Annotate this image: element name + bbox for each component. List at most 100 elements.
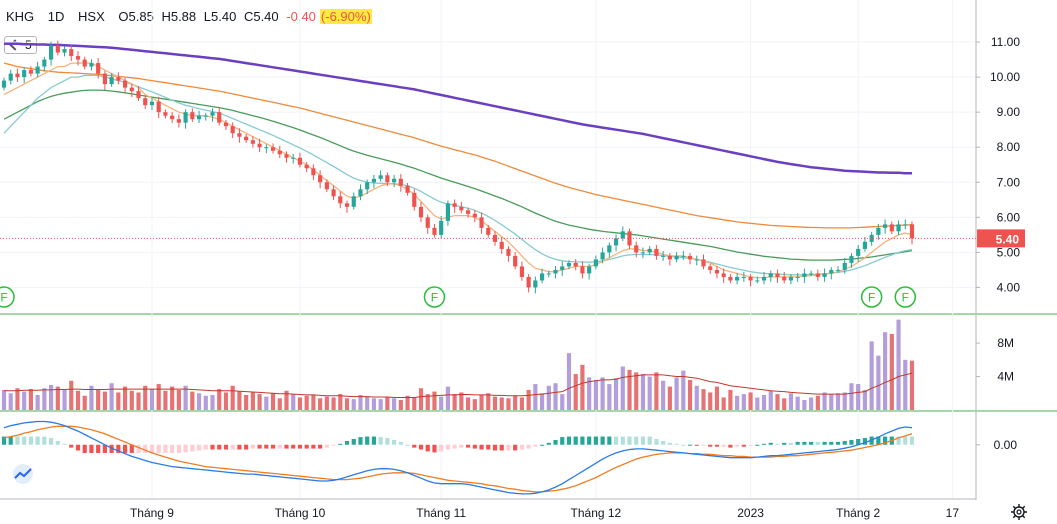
candle-body [418,206,424,218]
candle-body [297,157,303,165]
macd-histogram-bar [553,439,558,445]
volume-bar [486,393,491,410]
macd-histogram-bar [163,444,168,453]
macd-histogram-bar [82,444,87,453]
event-marker[interactable]: F [423,286,446,308]
candle-body [822,273,827,277]
macd-histogram-bar [634,436,639,445]
macd-histogram-bar [203,444,208,450]
macd-histogram-bar [506,444,511,451]
candle-body [519,266,524,277]
tradingview-logo-icon[interactable] [6,463,40,485]
macd-pane [1,420,915,495]
candle-body [687,255,693,260]
candle-body [674,255,679,260]
candle-body [788,276,794,281]
candle-body [1,80,7,88]
volume-bar [479,394,484,410]
event-marker[interactable]: F [0,286,15,308]
ma-long-line [4,42,912,175]
event-circle [894,286,917,308]
candle-body [136,91,141,99]
candle-body [196,115,202,120]
volume-bar [593,379,598,410]
macd-histogram-bar [217,444,222,450]
macd-histogram-bar [230,444,235,450]
volume-bar [102,391,107,410]
candle-body [143,98,148,106]
volume-bar [775,394,780,410]
macd-histogram-bar [640,436,646,445]
candle-body [513,255,518,267]
macd-histogram-bar [647,436,652,445]
candle-body [304,164,309,169]
macd-histogram-bar [815,441,820,445]
candle-body [412,192,417,207]
candle-body [385,175,390,183]
volume-bar [513,395,518,410]
last-price-label: 5.40 [996,232,1020,246]
candle-body [755,280,760,282]
volume-bar [640,374,646,410]
event-label: F [431,291,438,305]
macd-histogram-bar [580,436,585,445]
candle-body [116,77,121,81]
macd-histogram-bar [311,444,316,449]
macd-histogram-bar [822,441,827,445]
candle-body [842,262,847,270]
volume-bar [849,383,854,410]
volume-bar [687,379,693,410]
macd-histogram-bar [735,444,740,447]
time-tick-label: Tháng 12 [571,506,622,520]
candle-body [378,175,383,179]
candle-body [122,80,128,88]
volume-bar [721,397,726,410]
time-tick-label: 2023 [737,506,764,520]
candle-body [667,255,672,260]
macd-histogram-bar [661,440,666,445]
change-percent: (-6.90%) [319,9,372,24]
symbol-name[interactable]: KHG [6,9,35,24]
volume-bar [15,388,20,410]
volume-bar [176,389,181,410]
macd-histogram-bar [48,438,54,445]
volume-bar [580,364,585,410]
volume-bar [109,383,114,410]
macd-histogram-bar [22,436,27,445]
macd-histogram-bar [620,436,625,445]
event-marker[interactable]: F [894,286,917,308]
volume-tick-label: 4M [997,370,1014,384]
macd-histogram-bar [55,440,60,445]
macd-histogram-bar [176,444,181,453]
symbol-legend: KHG 1D HSX O5.85 H5.88 L5.40 C5.40 -0.40… [6,9,376,24]
volume-bar [338,394,343,410]
volume-bar [654,372,659,410]
macd-histogram-bar [344,440,350,445]
candle-body [607,245,612,253]
macd-histogram-bar [600,436,605,445]
volume-bar [600,377,605,410]
volume-bar [297,397,303,410]
volume-bar [75,390,81,410]
candle-body [809,273,814,275]
gear-icon[interactable] [1010,503,1028,521]
volume-bar [277,398,282,410]
macd-histogram-bar [654,439,659,445]
volume-bar [768,390,773,410]
interval[interactable]: 1D [47,9,65,24]
volume-bar [620,366,625,410]
volume-bar [553,383,558,410]
ma-slow-line [3,89,913,261]
candle-body [553,269,558,274]
candle-body [761,276,767,281]
candle-body [129,87,134,92]
volume-pane [1,319,915,410]
candle-body [190,112,195,120]
candle-body [835,269,841,271]
candle-body [102,73,107,85]
event-marker[interactable]: F [860,286,883,308]
volume-bar [291,394,296,410]
volume-bar [788,393,794,410]
volume-tick-label: 8M [997,336,1014,350]
